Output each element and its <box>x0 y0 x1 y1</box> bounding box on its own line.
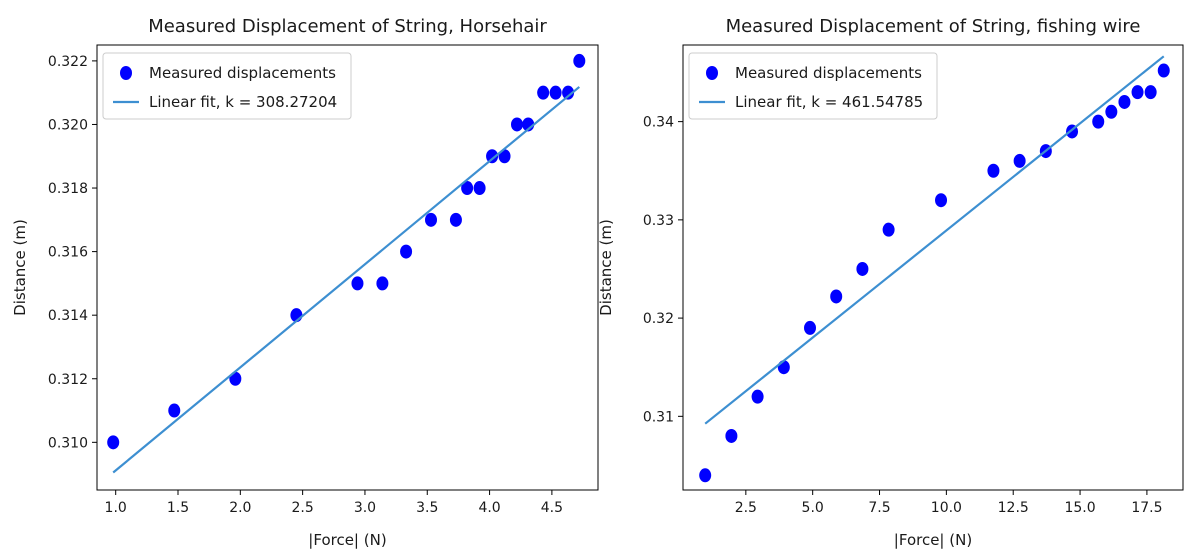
chart-2-data-point <box>856 261 869 276</box>
chart-2-title: Measured Displacement of String, fishing… <box>726 16 1141 37</box>
chart-2-plot-frame <box>682 44 1184 491</box>
chart-1-title: Measured Displacement of String, Horseha… <box>148 16 547 37</box>
chart-2-legend-label: Measured displacements <box>735 64 922 82</box>
chart-2-y-tick-label: 0.32 <box>643 311 674 327</box>
chart-2-data-point <box>987 163 1000 178</box>
chart-2-data-point <box>1105 104 1118 119</box>
chart-1-x-axis-label: |Force| (N) <box>308 531 386 549</box>
chart-1-legend-label: Measured displacements <box>149 64 336 82</box>
chart-2-x-tick-label: 17.5 <box>1131 500 1162 516</box>
chart-2-x-tick-label: 7.5 <box>868 500 890 516</box>
chart-2-x-tick-label: 15.0 <box>1064 500 1095 516</box>
chart-1-data-point <box>573 53 586 68</box>
chart-2-data-point <box>882 222 895 237</box>
chart-2-x-tick-label: 12.5 <box>998 500 1029 516</box>
chart-1-x-tick-label: 2.5 <box>292 500 314 516</box>
chart-2-data-point <box>699 468 712 483</box>
chart-1-legend-point-swatch <box>120 66 132 80</box>
chart-1-y-tick-label: 0.322 <box>48 54 88 70</box>
chart-1-x-tick-label: 3.5 <box>416 500 438 516</box>
chart-2-data-point <box>1118 94 1131 109</box>
chart-1: Measured Displacement of String, Horseha… <box>11 16 599 549</box>
chart-1-data-point <box>498 149 511 164</box>
chart-1-data-point <box>510 117 523 132</box>
chart-2-data-point <box>804 320 817 335</box>
chart-1-data-point <box>351 276 364 291</box>
chart-1-x-tick-label: 1.5 <box>167 500 189 516</box>
chart-2: Measured Displacement of String, fishing… <box>597 16 1184 549</box>
chart-2-data-point <box>725 428 738 443</box>
chart-1-x-tick-label: 1.0 <box>105 500 127 516</box>
chart-1-data-point <box>425 212 437 227</box>
chart-2-data-point <box>935 193 948 208</box>
chart-1-fit-line <box>112 86 581 474</box>
chart-2-data-point <box>751 389 764 404</box>
chart-1-x-tick-label: 2.0 <box>229 500 251 516</box>
chart-1-data-point <box>168 403 181 418</box>
chart-1-legend-box <box>102 52 352 120</box>
chart-1-x-tick-label: 3.0 <box>354 500 376 516</box>
chart-1-y-tick-label: 0.312 <box>48 372 88 388</box>
chart-1-y-tick-label: 0.316 <box>48 245 88 261</box>
chart-2-data-point <box>1092 114 1105 129</box>
chart-1-data-point <box>107 435 120 450</box>
chart-1-data-point <box>400 244 413 259</box>
chart-2-y-tick-label: 0.31 <box>643 409 674 425</box>
chart-1-data-point <box>461 181 474 196</box>
chart-2-x-tick-label: 10.0 <box>931 500 962 516</box>
chart-1-legend-label: Linear fit, k = 308.27204 <box>149 93 337 111</box>
chart-2-data-point <box>830 289 843 304</box>
chart-2-legend-point-swatch <box>706 66 718 80</box>
chart-1-data-point <box>473 181 486 196</box>
chart-2-y-axis-label: Distance (m) <box>597 219 615 316</box>
chart-1-data-point <box>449 212 462 227</box>
chart-1-y-tick-label: 0.310 <box>48 435 88 451</box>
chart-1-data-point <box>376 276 389 291</box>
chart-2-x-tick-label: 5.0 <box>802 500 824 516</box>
chart-2-x-tick-label: 2.5 <box>735 500 757 516</box>
chart-2-x-axis-label: |Force| (N) <box>894 531 972 549</box>
chart-1-x-tick-label: 4.5 <box>541 500 563 516</box>
chart-2-y-tick-label: 0.33 <box>643 213 674 229</box>
chart-1-y-tick-label: 0.320 <box>48 117 88 133</box>
chart-1-y-axis-label: Distance (m) <box>11 219 29 316</box>
chart-1-y-tick-label: 0.314 <box>48 308 88 324</box>
chart-1-plot-frame <box>96 44 599 491</box>
chart-2-legend-label: Linear fit, k = 461.54785 <box>735 93 923 111</box>
chart-2-data-point <box>1157 63 1170 78</box>
chart-2-data-point <box>777 360 790 375</box>
chart-1-x-tick-label: 4.0 <box>478 500 500 516</box>
chart-2-data-point <box>1144 85 1157 100</box>
chart-1-data-point <box>537 85 550 100</box>
chart-2-legend-box <box>688 52 938 120</box>
chart-1-y-tick-label: 0.318 <box>48 181 88 197</box>
chart-2-data-point <box>1131 85 1144 100</box>
chart-1-data-point <box>562 85 575 100</box>
chart-2-data-point <box>1013 153 1026 168</box>
chart-2-fit-line <box>704 55 1165 425</box>
chart-1-data-point <box>486 149 499 164</box>
chart-1-data-point <box>549 85 562 100</box>
chart-2-y-tick-label: 0.34 <box>643 115 674 131</box>
